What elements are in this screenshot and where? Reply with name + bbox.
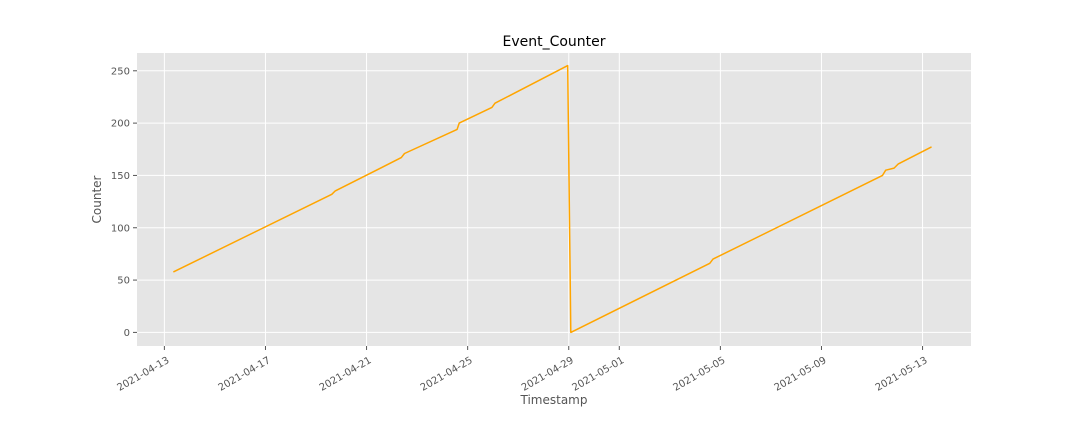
x-tick-label: 2021-04-29 — [520, 355, 576, 394]
x-tick-label: 2021-04-21 — [318, 355, 374, 394]
plot-area — [137, 53, 971, 346]
chart-title: Event_Counter — [502, 34, 605, 50]
x-tick-label: 2021-05-05 — [672, 355, 728, 394]
x-tick-label: 2021-04-25 — [419, 355, 475, 394]
series-line-0 — [173, 64, 932, 334]
x-tick-label: 2021-05-01 — [570, 355, 626, 394]
x-axis-label: Timestamp — [520, 393, 588, 407]
x-tick-label: 2021-04-13 — [116, 355, 172, 394]
y-tick-label: 250 — [111, 66, 130, 77]
series-layer — [173, 64, 932, 334]
x-tick-label: 2021-05-09 — [773, 355, 829, 394]
x-tick-label: 2021-05-13 — [874, 355, 930, 394]
y-tick-label: 200 — [111, 119, 130, 130]
y-axis-label: Counter — [90, 175, 104, 223]
y-tick-label: 150 — [111, 171, 130, 182]
y-tick-label: 50 — [117, 276, 130, 287]
y-tick-label: 0 — [124, 328, 130, 339]
y-tick-label: 100 — [111, 223, 130, 234]
x-tick-label: 2021-04-17 — [217, 355, 273, 394]
